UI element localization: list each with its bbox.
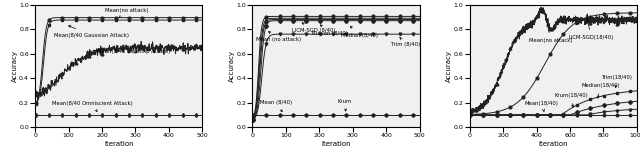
Text: Trim (8/40): Trim (8/40) — [391, 37, 420, 47]
Y-axis label: Accuracy: Accuracy — [446, 50, 452, 82]
Text: Median (8/40): Median (8/40) — [341, 26, 378, 38]
Text: Mean(8/40 Omniscient Attack): Mean(8/40 Omniscient Attack) — [52, 100, 132, 112]
X-axis label: Iteration: Iteration — [104, 141, 134, 147]
Y-axis label: Accuracy: Accuracy — [12, 50, 18, 82]
Text: Mean(no attack): Mean(no attack) — [106, 7, 149, 18]
Text: Trim(18/40): Trim(18/40) — [602, 75, 633, 88]
Text: Mean(no attack): Mean(no attack) — [529, 24, 573, 43]
Text: Mean(8/40 Gaussian Attack): Mean(8/40 Gaussian Attack) — [54, 26, 129, 38]
Text: Krum(18/40): Krum(18/40) — [555, 93, 589, 107]
X-axis label: Iteration: Iteration — [538, 141, 568, 147]
Text: Bulyan (8/40): Bulyan (8/40) — [312, 25, 348, 36]
Text: Krum: Krum — [338, 99, 352, 111]
Y-axis label: Accuracy: Accuracy — [229, 50, 235, 82]
Text: Mean (no attack): Mean (no attack) — [257, 31, 301, 42]
Text: Mean(18/40): Mean(18/40) — [525, 100, 559, 111]
Text: Mean(8/40 Labelflip Attack): Mean(8/40 Labelflip Attack) — [97, 49, 170, 54]
Text: Median(18/40): Median(18/40) — [582, 83, 620, 98]
Text: LICM-SGD (8/40): LICM-SGD (8/40) — [292, 23, 335, 33]
X-axis label: Iteration: Iteration — [321, 141, 351, 147]
Text: Mean (8/40): Mean (8/40) — [260, 100, 292, 112]
Text: LICM-SGD(18/40): LICM-SGD(18/40) — [568, 18, 614, 40]
